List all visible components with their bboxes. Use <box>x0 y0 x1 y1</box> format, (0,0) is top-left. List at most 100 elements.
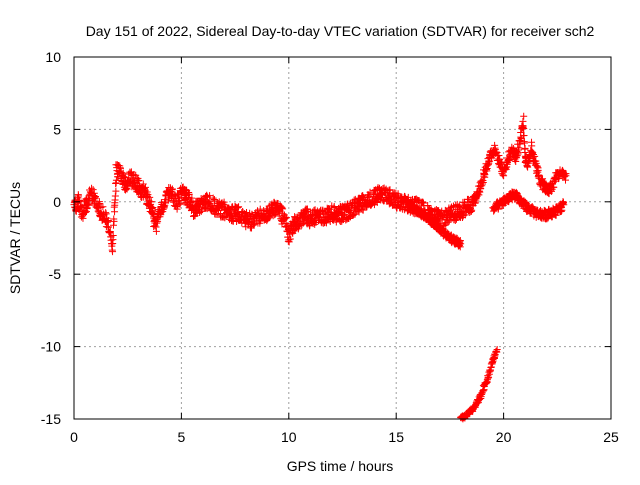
series-main_band <box>70 161 478 256</box>
data-point <box>110 217 118 225</box>
data-point <box>104 216 112 224</box>
x-tick-label: 5 <box>178 429 186 445</box>
data-point <box>481 171 489 179</box>
x-tick-label: 10 <box>281 429 297 445</box>
data-point <box>476 188 484 196</box>
data-point <box>455 202 463 210</box>
data-point <box>141 183 149 191</box>
series-lower_branch <box>489 188 568 223</box>
data-point <box>515 144 523 152</box>
tick-layer: 0 5 10 15 20 25 -15 -10 -5 0 5 10 <box>41 49 619 445</box>
data-point <box>123 185 131 193</box>
data-point <box>152 227 160 235</box>
y-tick-label: 5 <box>53 121 61 137</box>
data-point <box>221 214 229 222</box>
data-point <box>187 198 195 206</box>
data-point <box>265 212 273 220</box>
data-point <box>452 202 460 210</box>
data-point <box>278 220 286 228</box>
data-point <box>468 206 476 214</box>
data-point <box>173 205 181 213</box>
data-point <box>188 194 196 202</box>
data-point <box>281 213 289 221</box>
data-point <box>278 203 286 211</box>
data-point <box>109 232 117 240</box>
plot-frame <box>73 56 612 420</box>
data-point <box>285 236 293 244</box>
data-point <box>365 192 373 200</box>
data-point <box>99 203 107 211</box>
data-point <box>520 125 528 133</box>
data-point <box>149 204 157 212</box>
data-point <box>112 187 120 195</box>
data-point <box>102 210 110 218</box>
data-point <box>497 159 505 167</box>
data-point <box>461 211 469 219</box>
data-point <box>200 196 208 204</box>
y-tick-label: 10 <box>45 49 61 65</box>
data-point <box>109 221 117 229</box>
data-point <box>521 149 529 157</box>
data-point <box>562 172 570 180</box>
data-point <box>500 172 508 180</box>
data-point <box>89 186 97 194</box>
y-tick-label: -15 <box>41 411 61 427</box>
data-point <box>75 192 83 200</box>
data-layer <box>70 112 570 423</box>
data-point <box>286 235 294 243</box>
data-point <box>319 206 327 214</box>
data-point <box>550 183 558 191</box>
data-point <box>558 206 566 214</box>
grid-layer <box>74 57 611 419</box>
data-point <box>306 221 314 229</box>
data-point <box>444 218 452 226</box>
data-point <box>560 201 568 209</box>
x-tick-label: 0 <box>70 429 78 445</box>
y-axis-label: SDTVAR / TECUs <box>7 182 23 294</box>
data-point <box>543 215 551 223</box>
data-point <box>197 207 205 215</box>
data-point <box>109 248 117 256</box>
y-tick-label: 0 <box>53 194 61 210</box>
data-point <box>528 138 536 146</box>
data-point <box>394 190 402 198</box>
data-point <box>90 189 98 197</box>
data-point <box>120 172 128 180</box>
series-rising_branch <box>470 112 570 207</box>
data-point <box>535 171 543 179</box>
data-point <box>111 192 119 200</box>
x-tick-label: 15 <box>388 429 404 445</box>
data-point <box>176 200 184 208</box>
x-tick-label: 25 <box>603 429 619 445</box>
data-point <box>479 178 487 186</box>
data-point <box>119 169 127 177</box>
data-point <box>521 139 529 147</box>
data-point <box>552 211 560 219</box>
series-offscale_drop <box>457 345 501 423</box>
x-axis-label: GPS time / hours <box>287 458 394 474</box>
data-point <box>501 164 509 172</box>
data-point <box>102 209 110 217</box>
x-tick-label: 20 <box>496 429 512 445</box>
data-point <box>493 345 501 353</box>
data-point <box>213 210 221 218</box>
data-point <box>111 208 119 216</box>
data-point <box>146 193 154 201</box>
data-point <box>210 196 218 204</box>
data-point <box>95 198 103 206</box>
data-point <box>457 240 465 248</box>
y-tick-label: -5 <box>49 266 62 282</box>
data-point <box>81 208 89 216</box>
data-point <box>168 186 176 194</box>
data-point <box>91 193 99 201</box>
data-point <box>235 203 243 211</box>
chart-title: Day 151 of 2022, Sidereal Day-to-day VTE… <box>86 23 595 39</box>
data-point <box>495 151 503 159</box>
data-point <box>397 202 405 210</box>
data-point <box>256 205 264 213</box>
data-point <box>524 163 532 171</box>
data-point <box>419 198 427 206</box>
series-descending_branch <box>402 198 465 251</box>
